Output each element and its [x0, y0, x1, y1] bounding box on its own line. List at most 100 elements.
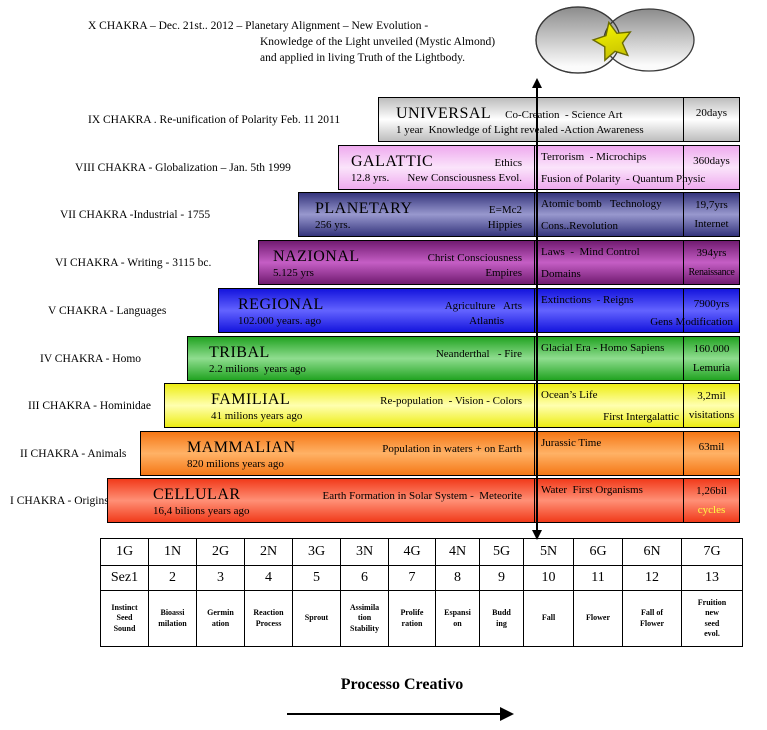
chakra-label-v: V CHAKRA - Languages — [48, 304, 167, 317]
process-title: Processo Creativo — [340, 676, 464, 693]
arrow-right-icon — [500, 707, 514, 721]
bar-mid-cell: Laws - Mind Control Domains — [534, 241, 683, 284]
bar-subtitle: 1 year Knowledge of Light revealed -Acti… — [396, 123, 644, 136]
table-cell: 12 — [622, 565, 682, 591]
table-cell: 2 — [148, 565, 197, 591]
table-cell: 6G — [573, 538, 623, 566]
table-cell: Bioassi milation — [148, 590, 197, 647]
chakra-label-ix: IX CHAKRA . Re-unification of Polarity F… — [88, 113, 341, 126]
table-cell: 6 — [340, 565, 389, 591]
phases-table: 1G 1N 2G 2N 3G 3N 4G 4N 5G 5N 6G 6N 7G Sez1 2 3 4 5 6 7 8 9 1… — [100, 538, 743, 647]
table-cell: 4N — [435, 538, 480, 566]
table-cell: Espansi on — [435, 590, 480, 647]
bar-mid-cell: Jurassic Time — [534, 432, 683, 475]
table-cell: 3N — [340, 538, 389, 566]
bar-mid-cell: Water First Organisms — [534, 479, 683, 522]
bar-planetary: PLANETARY E=Mc2 256 yrs. Hippies Atomic bo… — [298, 192, 740, 237]
bar-title: REGIONAL — [238, 295, 324, 313]
bar-title-note: Ethics — [494, 156, 523, 169]
header-line-2: Knowledge of the Light unveiled (Mystic … — [260, 36, 496, 48]
star-icon — [591, 20, 632, 62]
table-cell: 8 — [435, 565, 480, 591]
table-cell: 1N — [148, 538, 197, 566]
bar-nazional: NAZIONAL Christ Consciousness 5.125 yrs Em… — [258, 240, 740, 285]
chakra-label-vi: VI CHAKRA - Writing - 3115 bc. — [55, 256, 212, 269]
table-cell: 3 — [196, 565, 245, 591]
chakra-label-iv: IV CHAKRA - Homo — [40, 352, 142, 365]
table-cell: Instinct Seed Sound — [100, 590, 149, 647]
bar-duration-cell: 7900yrs — [683, 289, 739, 332]
chakra-label-vii: VII CHAKRA -Industrial - 1755 — [60, 208, 211, 221]
bar-duration-cell: 20days — [683, 98, 739, 141]
table-cell: 6N — [622, 538, 682, 566]
table-cell: Fall — [523, 590, 574, 647]
bar-duration-cell: 63mil — [683, 432, 739, 475]
table-cell: Budd ing — [479, 590, 524, 647]
bar-universal: UNIVERSAL Co-Creation - Science Art 1 yea… — [378, 97, 740, 142]
bar-title: GALATTIC — [351, 152, 434, 170]
table-row-codes: 1G 1N 2G 2N 3G 3N 4G 4N 5G 5N 6G 6N 7G — [100, 538, 743, 566]
bar-subtitle: 2.2 milions years ago — [209, 362, 306, 375]
bar-title-note: Agriculture Arts — [444, 299, 522, 312]
bar-familial: FAMILIAL Re-population - Vision - Colors … — [164, 383, 740, 428]
header-text: X CHAKRA – Dec. 21st.. 2012 – Planetary … — [88, 18, 548, 66]
bar-subtitle: 102.000 years. ago — [238, 314, 322, 327]
bar-duration-cell: 19,7yrs Internet — [683, 193, 739, 236]
table-cell: Assimila tion Stability — [340, 590, 389, 647]
bar-title-note: Co-Creation - Science Art — [505, 108, 623, 121]
table-cell: 5N — [523, 538, 574, 566]
vesica-piscis-graphic — [535, 6, 695, 74]
bar-title-note: Neanderthal - Fire — [435, 347, 522, 360]
bar-title-note: Population in waters + on Earth — [382, 442, 522, 455]
table-cell: 5 — [292, 565, 341, 591]
bar-subtitle: 41 milions years ago — [211, 409, 303, 422]
table-cell: 4 — [244, 565, 293, 591]
bar-tribal: TRIBAL Neanderthal - Fire 2.2 milions yea… — [187, 336, 740, 381]
bar-mid-cell: Extinctions - Reigns Gens Modification — [534, 289, 733, 332]
table-cell: 13 — [681, 565, 743, 591]
table-cell: Sez1 — [100, 565, 149, 591]
chakra-label-ii: II CHAKRA - Animals — [20, 447, 127, 460]
timeline-arrow-line — [536, 87, 538, 531]
bar-title: NAZIONAL — [273, 247, 360, 265]
bar-title: PLANETARY — [315, 199, 413, 217]
bar-subtitle: 256 yrs. — [315, 218, 351, 231]
bar-title: CELLULAR — [153, 485, 241, 503]
header-line-3: and applied in living Truth of the Light… — [260, 52, 465, 64]
table-cell: 11 — [573, 565, 623, 591]
bar-subtitle: 820 milions years ago — [187, 457, 284, 470]
bar-title: FAMILIAL — [211, 390, 291, 408]
bar-duration-cell: 394yrs Renaissance — [683, 241, 739, 284]
bar-regional: REGIONAL Agriculture Arts 102.000 years. … — [218, 288, 740, 333]
chakra-label-iii: III CHAKRA - Hominidae — [28, 399, 151, 412]
bar-duration-cell: 160.000 Lemuria — [683, 337, 739, 380]
bar-mid-cell: Atomic bomb Technology Cons..Revolution — [534, 193, 683, 236]
bar-title: UNIVERSAL — [396, 104, 492, 122]
arrow-up-icon — [532, 78, 542, 88]
bar-title-note: Re-population - Vision - Colors — [380, 394, 522, 407]
bar-subtitle: 16,4 bilions years ago — [153, 504, 250, 517]
bar-duration-cell: 3,2mil visitations — [683, 384, 739, 427]
table-cell: Fall of Flower — [622, 590, 682, 647]
chakra-label-viii: VIII CHAKRA - Globalization – Jan. 5th 1… — [75, 161, 291, 174]
table-cell: 5G — [479, 538, 524, 566]
table-cell: 4G — [388, 538, 436, 566]
header-line-1: X CHAKRA – Dec. 21st.. 2012 – Planetary … — [88, 20, 429, 32]
bar-mammalian: MAMMALIAN Population in waters + on Earth… — [140, 431, 740, 476]
table-cell: 7 — [388, 565, 436, 591]
bar-title-note: Christ Consciousness — [427, 251, 522, 264]
table-cell: Sprout — [292, 590, 341, 647]
bar-galattic: GALATTIC Ethics 12.8 yrs. New Consciousnes… — [338, 145, 740, 190]
bar-subtitle-note: Hippies — [487, 218, 522, 231]
bar-mid-cell: Glacial Era - Homo Sapiens — [534, 337, 683, 380]
table-cell: 2N — [244, 538, 293, 566]
table-row-numbers: Sez1 2 3 4 5 6 7 8 9 10 11 12 13 — [100, 565, 743, 591]
bar-title: TRIBAL — [209, 343, 270, 361]
bar-duration-cell: 1,26bil cycles — [683, 479, 739, 522]
bar-title-note: E=Mc2 — [488, 203, 522, 216]
bar-subtitle-note: Empires — [485, 266, 522, 279]
table-cell: 2G — [196, 538, 245, 566]
table-row-phases: Instinct Seed Sound Bioassi milation Germi… — [100, 590, 743, 647]
chakra-label-i: I CHAKRA - Origins — [10, 494, 109, 507]
